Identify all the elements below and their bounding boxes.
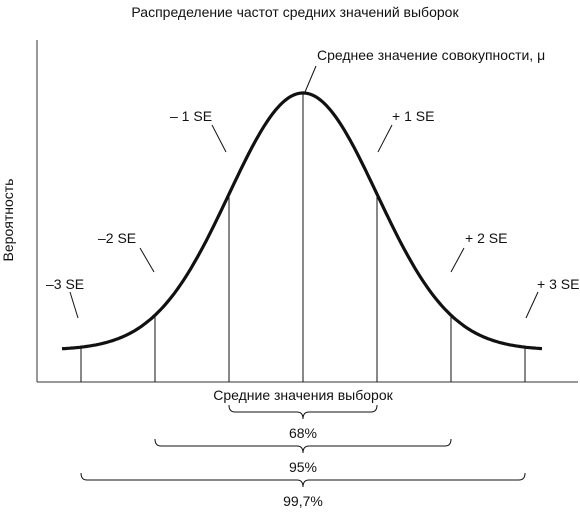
- minus3-label: –3 SE: [46, 276, 84, 292]
- y-axis-label: Вероятность: [0, 179, 16, 262]
- mean-label: Среднее значение совокупности, μ: [317, 47, 545, 63]
- plus3-label: + 3 SE: [537, 276, 579, 292]
- brace-99-7: [80, 472, 526, 488]
- minus2-leader-line: [139, 247, 155, 273]
- interval-label-68: 68%: [289, 425, 317, 441]
- minus3-leader-line: [69, 291, 79, 319]
- brace-95: [154, 438, 452, 454]
- plus3-leader-line: [525, 291, 539, 319]
- interval-label-95: 95%: [289, 459, 317, 475]
- interval-label-99-7: 99,7%: [283, 493, 323, 509]
- plus2-label: + 2 SE: [465, 230, 507, 246]
- plus2-leader-line: [450, 247, 465, 273]
- plus1-label: + 1 SE: [392, 108, 434, 124]
- diagram-title: Распределение частот средних значений вы…: [131, 4, 459, 20]
- interval-braces: [80, 404, 526, 488]
- bell-curve: [61, 91, 543, 351]
- plus1-leader-line: [377, 124, 393, 153]
- x-axis-label: Средние значения выборок: [213, 387, 393, 403]
- mean-leader-line: [304, 65, 317, 93]
- brace-68: [228, 404, 378, 420]
- minus1-leader-line: [211, 124, 227, 153]
- minus1-label: – 1 SE: [170, 108, 212, 124]
- se-lines: [80, 93, 526, 382]
- minus2-label: –2 SE: [98, 230, 136, 246]
